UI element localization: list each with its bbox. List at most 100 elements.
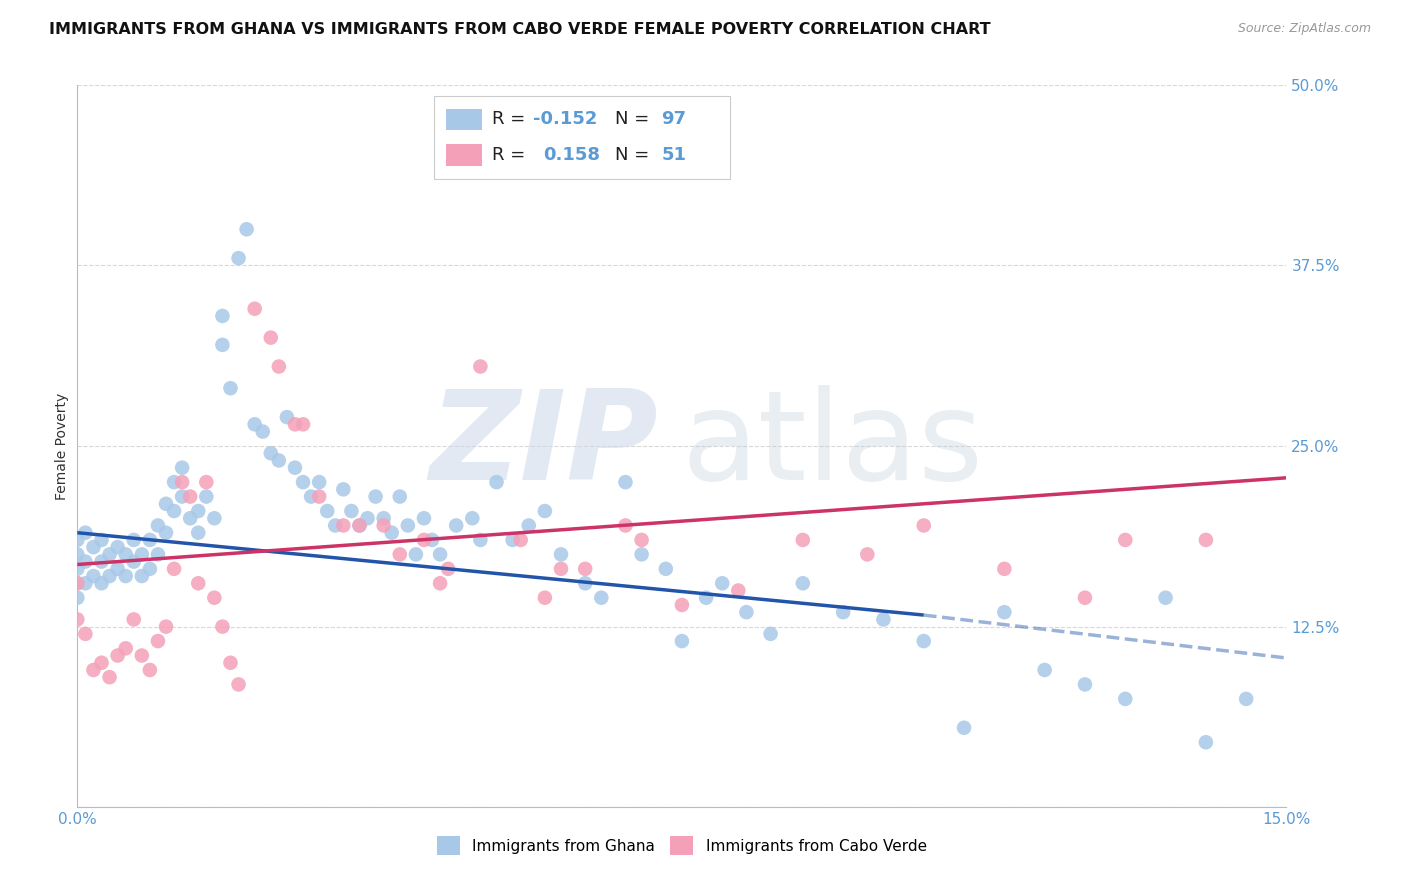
Point — [75, 576, 97, 591]
Point — [66, 612, 89, 626]
Point — [122, 612, 145, 626]
Point — [550, 548, 572, 562]
Point — [792, 533, 814, 547]
Point — [349, 518, 371, 533]
Point — [429, 576, 451, 591]
Point — [139, 562, 162, 576]
Point — [630, 548, 652, 562]
Point — [252, 425, 274, 439]
Point — [1234, 692, 1257, 706]
Point — [461, 511, 484, 525]
Legend: Immigrants from Ghana, Immigrants from Cabo Verde: Immigrants from Ghana, Immigrants from C… — [432, 830, 932, 861]
Point — [107, 648, 129, 663]
Point — [155, 497, 177, 511]
Point — [211, 338, 233, 352]
Point — [202, 591, 225, 605]
Point — [187, 525, 209, 540]
Point — [98, 670, 121, 684]
Point — [195, 475, 218, 489]
Point — [373, 518, 395, 533]
Point — [444, 518, 467, 533]
Point — [332, 518, 354, 533]
Point — [75, 525, 97, 540]
Point — [574, 576, 596, 591]
Point — [90, 555, 112, 569]
Point — [1114, 533, 1136, 547]
Point — [437, 562, 460, 576]
Point — [139, 663, 162, 677]
Point — [114, 548, 136, 562]
Point — [187, 504, 209, 518]
Point — [792, 576, 814, 591]
Point — [114, 569, 136, 583]
Point — [82, 569, 104, 583]
Point — [228, 677, 250, 691]
Point — [267, 453, 290, 467]
Point — [373, 511, 395, 525]
Point — [146, 518, 169, 533]
Point — [146, 548, 169, 562]
Point — [574, 562, 596, 576]
Point — [550, 562, 572, 576]
Point — [388, 490, 411, 504]
Point — [202, 511, 225, 525]
Point — [131, 648, 153, 663]
Point — [953, 721, 976, 735]
Point — [912, 634, 935, 648]
Point — [131, 569, 153, 583]
Point — [107, 540, 129, 554]
Point — [267, 359, 290, 374]
Point — [292, 417, 315, 432]
Text: 51: 51 — [661, 145, 686, 164]
Point — [485, 475, 508, 489]
Point — [66, 548, 89, 562]
Point — [1114, 692, 1136, 706]
Point — [993, 562, 1015, 576]
Point — [219, 656, 242, 670]
Point — [219, 381, 242, 395]
Point — [316, 504, 339, 518]
Point — [614, 475, 637, 489]
Text: -0.152: -0.152 — [533, 111, 598, 128]
Point — [172, 475, 194, 489]
Point — [308, 490, 330, 504]
Point — [396, 518, 419, 533]
Point — [872, 612, 894, 626]
Point — [235, 222, 257, 236]
Point — [1033, 663, 1056, 677]
Point — [131, 548, 153, 562]
Point — [98, 569, 121, 583]
Point — [163, 562, 186, 576]
Point — [163, 475, 186, 489]
Point — [243, 301, 266, 316]
Point — [172, 460, 194, 475]
Point — [155, 525, 177, 540]
Point — [534, 591, 557, 605]
Text: N =: N = — [616, 111, 655, 128]
Point — [163, 504, 186, 518]
Point — [260, 331, 283, 345]
Point — [509, 533, 531, 547]
Point — [146, 634, 169, 648]
Text: Source: ZipAtlas.com: Source: ZipAtlas.com — [1237, 22, 1371, 36]
Point — [413, 511, 436, 525]
Point — [292, 475, 315, 489]
Point — [155, 619, 177, 633]
Point — [349, 518, 371, 533]
Point — [1074, 677, 1097, 691]
Point — [299, 490, 322, 504]
Text: 97: 97 — [661, 111, 686, 128]
Point — [122, 555, 145, 569]
Point — [66, 591, 89, 605]
Point — [75, 627, 97, 641]
Point — [66, 533, 89, 547]
Point — [276, 410, 298, 425]
Point — [759, 627, 782, 641]
Point — [388, 548, 411, 562]
Point — [1154, 591, 1177, 605]
Point — [340, 504, 363, 518]
Point — [630, 533, 652, 547]
Point — [172, 490, 194, 504]
Point — [1074, 591, 1097, 605]
Point — [413, 533, 436, 547]
